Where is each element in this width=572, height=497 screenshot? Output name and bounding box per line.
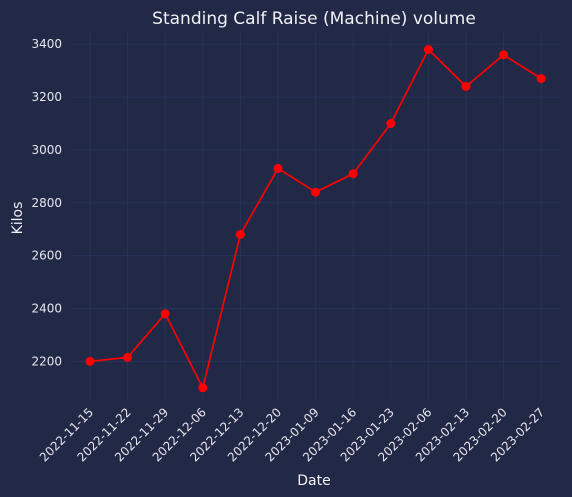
- data-point: [423, 45, 433, 54]
- data-point: [461, 82, 471, 91]
- data-point: [536, 74, 546, 84]
- y-tick-label: 2400: [31, 302, 62, 316]
- data-point: [235, 230, 245, 239]
- y-tick-label: 3200: [31, 90, 62, 104]
- y-tick-label: 3000: [31, 143, 62, 157]
- y-axis-ticks: 2200 2400 2600 2800 3000 3200 3400: [31, 37, 62, 368]
- data-point: [386, 119, 396, 128]
- data-point: [499, 50, 509, 60]
- data-point: [85, 356, 95, 366]
- data-point: [348, 169, 358, 179]
- grid: [71, 31, 561, 401]
- x-axis-label: Date: [297, 473, 330, 489]
- data-point: [160, 309, 170, 319]
- y-tick-label: 3400: [31, 37, 62, 51]
- y-axis-label: Kilos: [10, 202, 26, 235]
- y-tick-label: 2200: [31, 354, 62, 368]
- y-tick-label: 2800: [31, 196, 62, 210]
- y-tick-label: 2600: [31, 249, 62, 263]
- data-point: [123, 352, 133, 362]
- data-point: [311, 187, 321, 197]
- chart-title: Standing Calf Raise (Machine) volume: [152, 9, 476, 29]
- data-point: [198, 383, 208, 393]
- series: [85, 45, 546, 393]
- data-point: [273, 163, 283, 173]
